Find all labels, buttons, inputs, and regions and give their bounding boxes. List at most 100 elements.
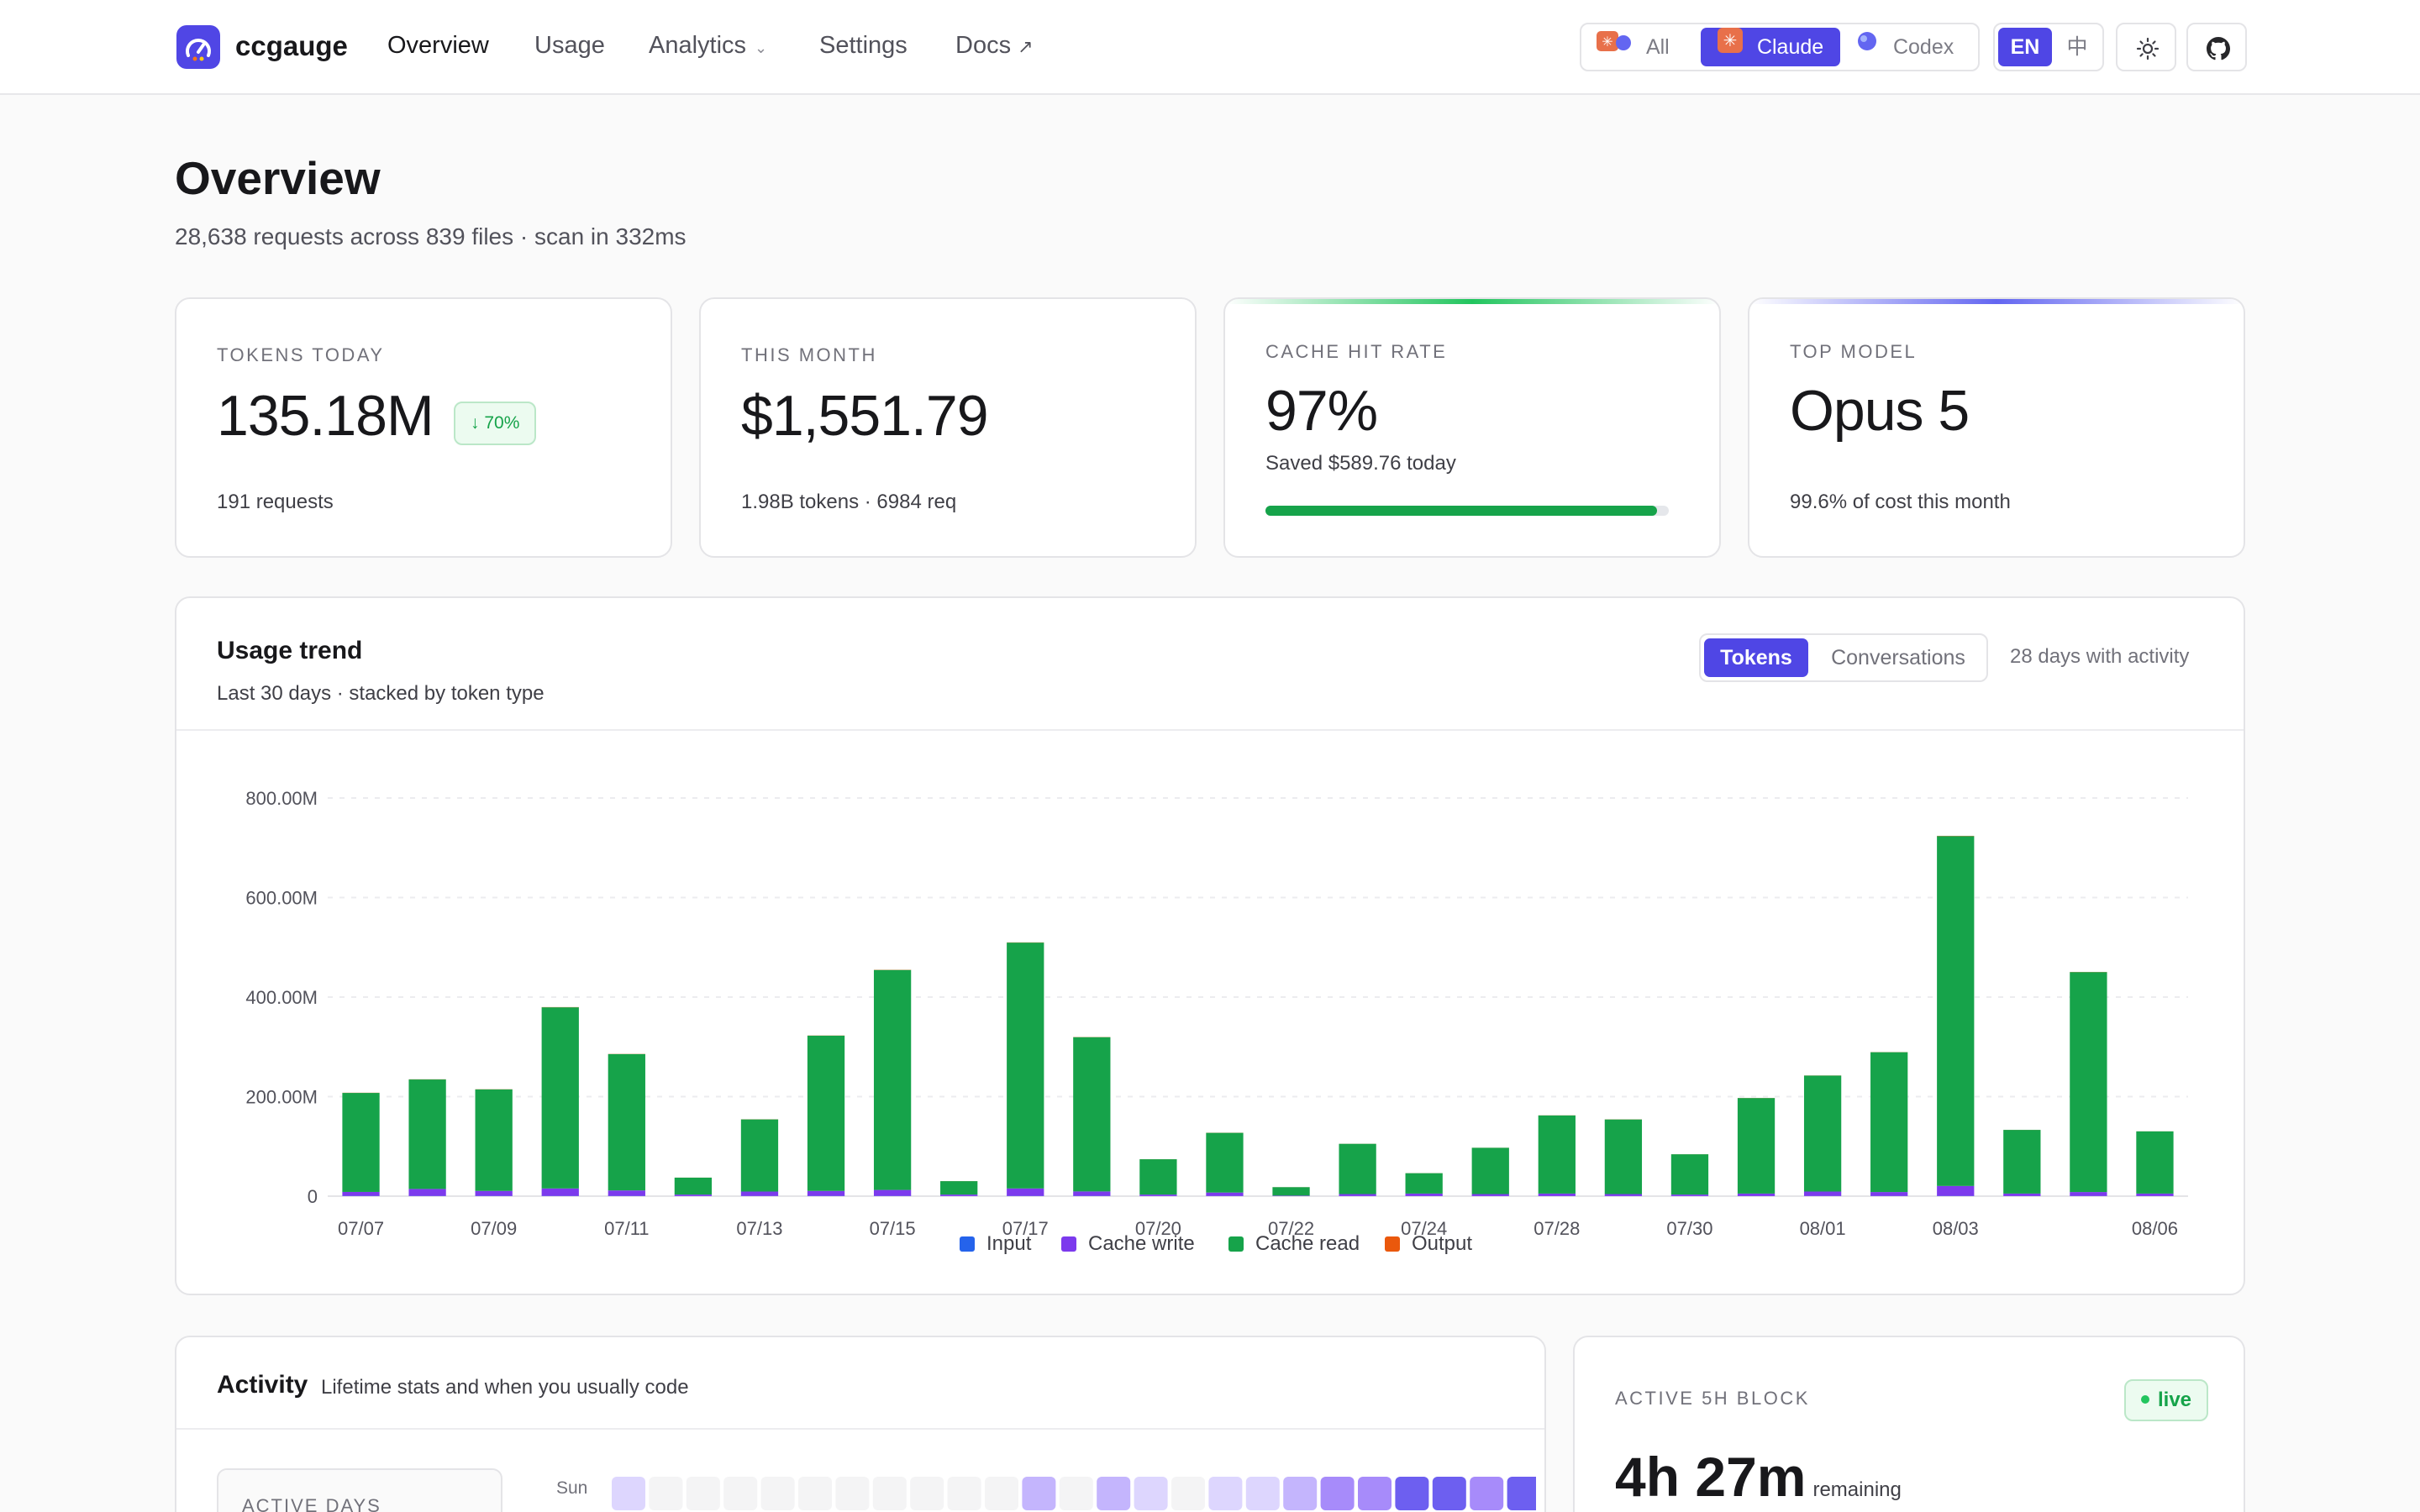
usage-trend-card: Usage trend Last 30 days · stacked by to… bbox=[175, 596, 2245, 1295]
bar-07-31-cache-read bbox=[1737, 1098, 1776, 1194]
nav-usage[interactable]: Usage bbox=[534, 32, 605, 60]
source-option-claude-label: Claude bbox=[1756, 35, 1824, 59]
legend-label: Cache write bbox=[1088, 1232, 1195, 1255]
bar-07-12-cache-read bbox=[674, 1177, 713, 1195]
bar-08-06-cache-write bbox=[2136, 1193, 2174, 1196]
heatmap-cell bbox=[649, 1477, 683, 1510]
x-tick-label: 07/30 bbox=[1666, 1218, 1712, 1239]
bar-08-03-cache-write bbox=[1937, 1185, 1975, 1196]
heatmap-cell bbox=[723, 1477, 758, 1510]
bar-07-22-cache-read bbox=[1272, 1187, 1310, 1196]
bar-07-11-cache-write bbox=[608, 1190, 645, 1196]
x-tick-label: 07/20 bbox=[1135, 1218, 1181, 1239]
heatmap-cell bbox=[1208, 1477, 1243, 1510]
source-filter: ✳ All ✳ Claude Codex bbox=[1580, 23, 1980, 71]
nav-overview-label: Overview bbox=[387, 32, 489, 59]
language-option-en[interactable]: EN bbox=[1998, 28, 2052, 66]
x-tick-label: 08/06 bbox=[2132, 1218, 2178, 1239]
source-option-claude[interactable]: ✳ Claude bbox=[1701, 28, 1840, 66]
bar-07-15-cache-read bbox=[873, 969, 912, 1190]
y-tick-label: 200.00M bbox=[245, 1087, 318, 1108]
bar-07-12-cache-write bbox=[674, 1194, 713, 1196]
heatmap-cell bbox=[1059, 1477, 1093, 1510]
stat-value: 135.18M bbox=[217, 384, 434, 448]
heatmap-cell bbox=[686, 1477, 720, 1510]
bar-08-05-cache-write bbox=[2070, 1192, 2107, 1196]
x-tick-label: 08/03 bbox=[1933, 1218, 1979, 1239]
accent-line bbox=[1225, 299, 1719, 304]
accent-line bbox=[1749, 299, 2244, 304]
language-option-zh[interactable]: 中 bbox=[2066, 35, 2088, 59]
nav-overview[interactable]: Overview bbox=[387, 32, 489, 60]
nav-analytics[interactable]: Analytics ⌄ bbox=[649, 32, 767, 60]
github-icon bbox=[2207, 37, 2230, 60]
bar-08-03-cache-read bbox=[1937, 836, 1975, 1186]
source-option-codex[interactable]: Codex bbox=[1855, 28, 1973, 66]
delta-badge: ↓ 70% bbox=[454, 402, 537, 445]
github-link-button[interactable] bbox=[2186, 23, 2247, 71]
theme-toggle-button[interactable] bbox=[2116, 23, 2176, 71]
cache-hit-progress-bar bbox=[1265, 506, 1669, 516]
heatmap-cell bbox=[612, 1477, 645, 1510]
bar-08-04-cache-read bbox=[2003, 1130, 2041, 1194]
bar-07-10-cache-read bbox=[541, 1007, 579, 1189]
bar-07-08-cache-read bbox=[408, 1079, 446, 1189]
bar-07-18-cache-read bbox=[1073, 1037, 1111, 1192]
heatmap-cell bbox=[760, 1477, 795, 1510]
usage-trend-header: Usage trend Last 30 days · stacked by to… bbox=[176, 598, 2244, 731]
bar-07-10-cache-write bbox=[541, 1188, 579, 1196]
heatmap-cell bbox=[1320, 1477, 1355, 1510]
gauge-logo-icon[interactable] bbox=[176, 25, 220, 69]
legend-swatch bbox=[1228, 1236, 1244, 1252]
bar-07-20-cache-write bbox=[1139, 1194, 1177, 1196]
top-navigation-bar: ccgauge Overview Usage Analytics ⌄ Settin… bbox=[0, 0, 2420, 95]
x-tick-label: 07/24 bbox=[1401, 1218, 1447, 1239]
stat-card-cache-hit-rate: CACHE HIT RATE 97% Saved $589.76 today bbox=[1223, 297, 1721, 558]
x-tick-label: 07/07 bbox=[338, 1218, 384, 1239]
chevron-down-icon: ⌄ bbox=[755, 39, 768, 56]
legend-swatch bbox=[960, 1236, 975, 1252]
bar-07-28-cache-read bbox=[1538, 1115, 1576, 1194]
sun-icon bbox=[2136, 37, 2160, 60]
legend-label: Cache read bbox=[1255, 1232, 1360, 1255]
stat-label: TOP MODEL bbox=[1790, 341, 1918, 362]
heatmap-cell bbox=[985, 1477, 1018, 1510]
bar-08-06-cache-read bbox=[2136, 1131, 2174, 1194]
toggle-tokens[interactable]: Tokens bbox=[1704, 638, 1808, 677]
source-option-all[interactable]: ✳ All bbox=[1597, 28, 1714, 66]
bar-07-21-cache-read bbox=[1206, 1132, 1244, 1193]
cache-hit-progress-fill bbox=[1265, 506, 1657, 516]
bar-07-23-cache-read bbox=[1339, 1143, 1376, 1194]
x-tick-label: 07/28 bbox=[1534, 1218, 1580, 1239]
nav-docs[interactable]: Docs ↗ bbox=[955, 32, 1034, 60]
toggle-conversations[interactable]: Conversations bbox=[1831, 646, 1965, 669]
bar-07-16-cache-read bbox=[940, 1181, 978, 1195]
bar-07-15-cache-write bbox=[873, 1189, 912, 1196]
x-tick-label: 07/17 bbox=[1002, 1218, 1049, 1239]
y-tick-label: 600.00M bbox=[245, 888, 318, 909]
block-remaining-value: 4h 27m bbox=[1615, 1446, 1807, 1508]
active-days-label: ACTIVE DAYS bbox=[242, 1495, 381, 1512]
bar-07-23-cache-write bbox=[1339, 1194, 1376, 1196]
stat-value: 97% bbox=[1265, 379, 1378, 443]
heatmap-cell bbox=[1022, 1477, 1056, 1510]
stat-footnote: 1.98B tokens · 6984 req bbox=[741, 491, 957, 513]
stat-label: TOKENS TODAY bbox=[217, 344, 385, 365]
bar-07-17-cache-write bbox=[1007, 1188, 1044, 1196]
activity-header: Activity Lifetime stats and when you usu… bbox=[176, 1337, 1544, 1430]
bar-08-02-cache-write bbox=[1870, 1192, 1908, 1196]
heatmap-cell bbox=[1245, 1477, 1280, 1510]
heatmap-cell bbox=[1097, 1477, 1131, 1510]
bar-07-14-cache-write bbox=[807, 1190, 845, 1196]
card-title: Activity bbox=[217, 1371, 308, 1399]
metric-toggle: Tokens Conversations bbox=[1699, 633, 1988, 682]
nav-usage-label: Usage bbox=[534, 32, 605, 59]
nav-settings[interactable]: Settings bbox=[819, 32, 908, 60]
live-dot-icon bbox=[2141, 1395, 2149, 1404]
card-subtitle: Lifetime stats and when you usually code bbox=[321, 1376, 689, 1399]
heatmap-cell bbox=[835, 1477, 870, 1510]
brand-name[interactable]: ccgauge bbox=[235, 30, 348, 61]
bar-07-22-cache-write bbox=[1272, 1195, 1310, 1196]
bar-07-28-cache-write bbox=[1538, 1193, 1576, 1196]
claude-icon: ✳ bbox=[1718, 27, 1743, 66]
